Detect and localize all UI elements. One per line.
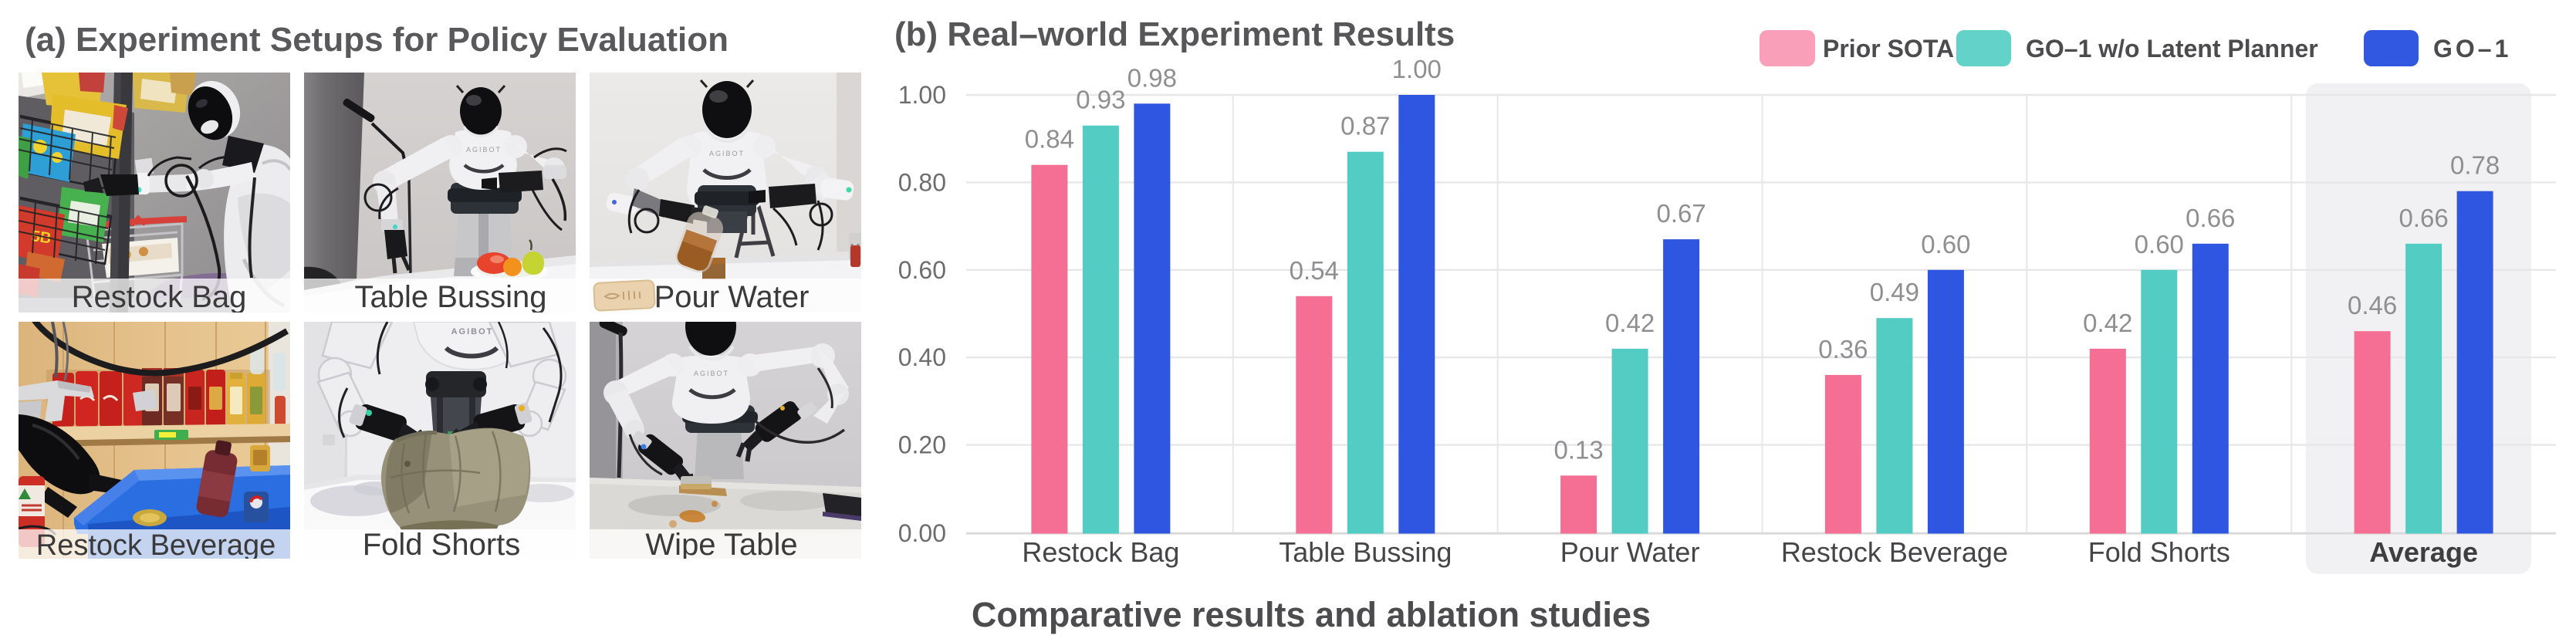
svg-text:1.00: 1.00 bbox=[1392, 55, 1442, 83]
svg-text:Pour Water: Pour Water bbox=[1560, 536, 1700, 568]
svg-text:Average: Average bbox=[2369, 536, 2478, 568]
svg-text:Pour Water: Pour Water bbox=[654, 280, 810, 313]
svg-text:Comparative results and ablati: Comparative results and ablation studies bbox=[972, 595, 1651, 634]
svg-text:Fold Shorts: Fold Shorts bbox=[363, 528, 521, 559]
svg-text:0.46: 0.46 bbox=[2348, 291, 2397, 319]
svg-text:(a) Experiment Setups for Poli: (a) Experiment Setups for Policy Evaluat… bbox=[25, 21, 729, 59]
svg-text:Table Bussing: Table Bussing bbox=[1279, 536, 1452, 568]
svg-text:0.00: 0.00 bbox=[898, 519, 946, 547]
svg-text:GO–1 w/o Latent Planner: GO–1 w/o Latent Planner bbox=[2026, 35, 2318, 63]
svg-text:0.60: 0.60 bbox=[898, 256, 946, 284]
svg-text:AGIBOT: AGIBOT bbox=[694, 370, 729, 377]
svg-text:0.60: 0.60 bbox=[1921, 230, 1970, 258]
svg-text:0.98: 0.98 bbox=[1127, 63, 1177, 92]
svg-text:0.60: 0.60 bbox=[2135, 230, 2184, 258]
svg-text:0.66: 0.66 bbox=[2399, 204, 2448, 232]
svg-text:Restock Beverage: Restock Beverage bbox=[1781, 536, 2008, 568]
svg-text:Restock Bag: Restock Bag bbox=[72, 280, 247, 313]
svg-text:AGIBOT: AGIBOT bbox=[451, 327, 494, 336]
svg-text:AGIBOT: AGIBOT bbox=[709, 150, 745, 157]
svg-text:0.36: 0.36 bbox=[1818, 335, 1868, 363]
svg-text:0.42: 0.42 bbox=[1605, 309, 1655, 337]
svg-text:1.00: 1.00 bbox=[898, 81, 946, 109]
svg-text:0.54: 0.54 bbox=[1290, 256, 1339, 285]
svg-text:0.93: 0.93 bbox=[1076, 86, 1125, 114]
svg-text:0.49: 0.49 bbox=[1870, 278, 1919, 306]
svg-text:Table Bussing: Table Bussing bbox=[354, 280, 546, 313]
svg-text:0.20: 0.20 bbox=[898, 431, 946, 459]
svg-text:0.66: 0.66 bbox=[2186, 204, 2235, 232]
svg-text:Fold Shorts: Fold Shorts bbox=[2088, 536, 2230, 568]
svg-text:AGIBOT: AGIBOT bbox=[466, 146, 502, 154]
svg-text:Wipe Table: Wipe Table bbox=[645, 528, 797, 559]
svg-text:Restock Bag: Restock Bag bbox=[1022, 536, 1179, 568]
svg-text:0.78: 0.78 bbox=[2450, 151, 2500, 180]
svg-text:Prior SOTA: Prior SOTA bbox=[1823, 35, 1954, 63]
svg-text:0.13: 0.13 bbox=[1553, 435, 1603, 464]
svg-text:0.42: 0.42 bbox=[2083, 309, 2132, 337]
svg-text:Restock Beverage: Restock Beverage bbox=[36, 529, 276, 559]
svg-text:GO–1: GO–1 bbox=[2433, 35, 2511, 63]
svg-text:0.40: 0.40 bbox=[898, 343, 946, 371]
svg-text:0.80: 0.80 bbox=[898, 168, 946, 196]
svg-text:(b) Real–world Experiment Resu: (b) Real–world Experiment Results bbox=[894, 15, 1455, 53]
svg-text:0.84: 0.84 bbox=[1025, 125, 1074, 154]
svg-text:0.67: 0.67 bbox=[1656, 199, 1706, 228]
svg-text:0.87: 0.87 bbox=[1340, 112, 1390, 140]
